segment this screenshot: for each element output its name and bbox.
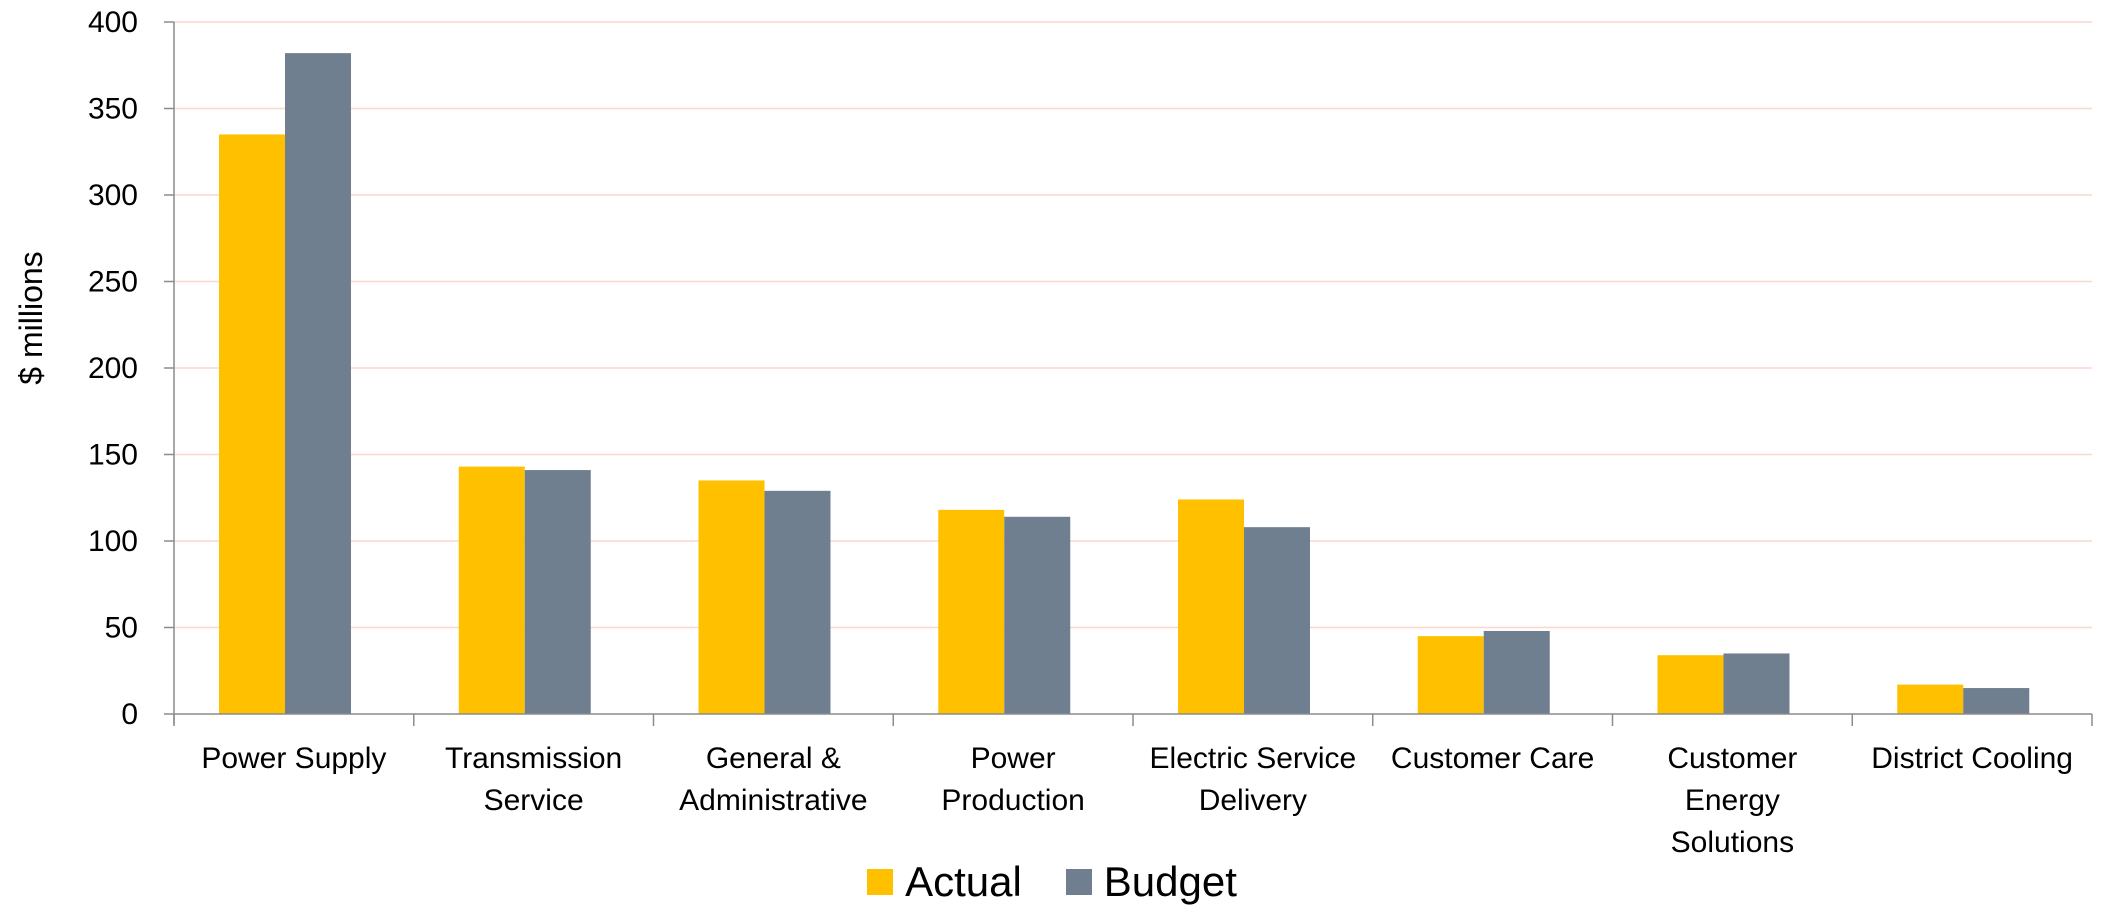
bar-budget: [1723, 653, 1790, 714]
legend-swatch-actual: [867, 869, 894, 895]
x-category-label: General & Administrative: [679, 742, 867, 817]
x-category-label: District Cooling: [1871, 742, 2073, 775]
legend-item-budget: Budget: [1065, 858, 1237, 906]
bar-actual: [1897, 684, 1964, 714]
bar-budget: [1963, 688, 2030, 714]
y-tick-label: 200: [88, 352, 138, 385]
axes: [164, 21, 2093, 726]
x-category-labels: Power Supply Transmission Service General &…: [201, 742, 2073, 859]
bar-actual: [698, 480, 765, 714]
bar-actual: [1417, 636, 1484, 714]
bar-budget: [1004, 516, 1071, 714]
bar-budget: [1244, 527, 1310, 714]
y-tick-label: 400: [88, 6, 138, 39]
x-category-label: Transmission Service: [445, 742, 622, 817]
y-tick-label: 150: [88, 439, 138, 472]
bars: [219, 53, 2030, 714]
x-category-label: Electric Service Delivery: [1150, 742, 1357, 817]
bar-actual: [219, 134, 285, 714]
y-tick-label: 250: [88, 266, 138, 299]
legend-swatch-budget: [1065, 869, 1092, 895]
y-tick-labels: 0 50 100 150 200 250 300 350 400: [88, 6, 138, 731]
legend-label-budget: Budget: [1103, 858, 1237, 905]
x-category-label: Power Production: [941, 742, 1084, 817]
y-tick-label: 0: [121, 698, 138, 731]
x-category-label: Customer Energy Solutions: [1667, 742, 1797, 859]
bar-budget: [524, 470, 591, 714]
y-tick-label: 300: [88, 179, 138, 212]
bar-actual: [1657, 655, 1724, 714]
legend: Actual Budget: [0, 858, 2104, 906]
bar-actual: [1178, 499, 1244, 714]
legend-label-actual: Actual: [905, 858, 1022, 905]
bar-budget: [285, 53, 351, 714]
legend-item-actual: Actual: [867, 858, 1022, 906]
y-axis-title: $ millions: [13, 251, 49, 384]
bar-budget: [1483, 630, 1550, 714]
bar-actual: [458, 466, 525, 714]
bar-budget: [764, 490, 831, 714]
y-tick-label: 350: [88, 93, 138, 126]
x-category-label: Power Supply: [201, 742, 386, 775]
y-tick-label: 100: [88, 525, 138, 558]
y-tick-label: 50: [105, 612, 138, 645]
bar-actual: [938, 509, 1005, 714]
x-category-label: Customer Care: [1391, 742, 1594, 775]
